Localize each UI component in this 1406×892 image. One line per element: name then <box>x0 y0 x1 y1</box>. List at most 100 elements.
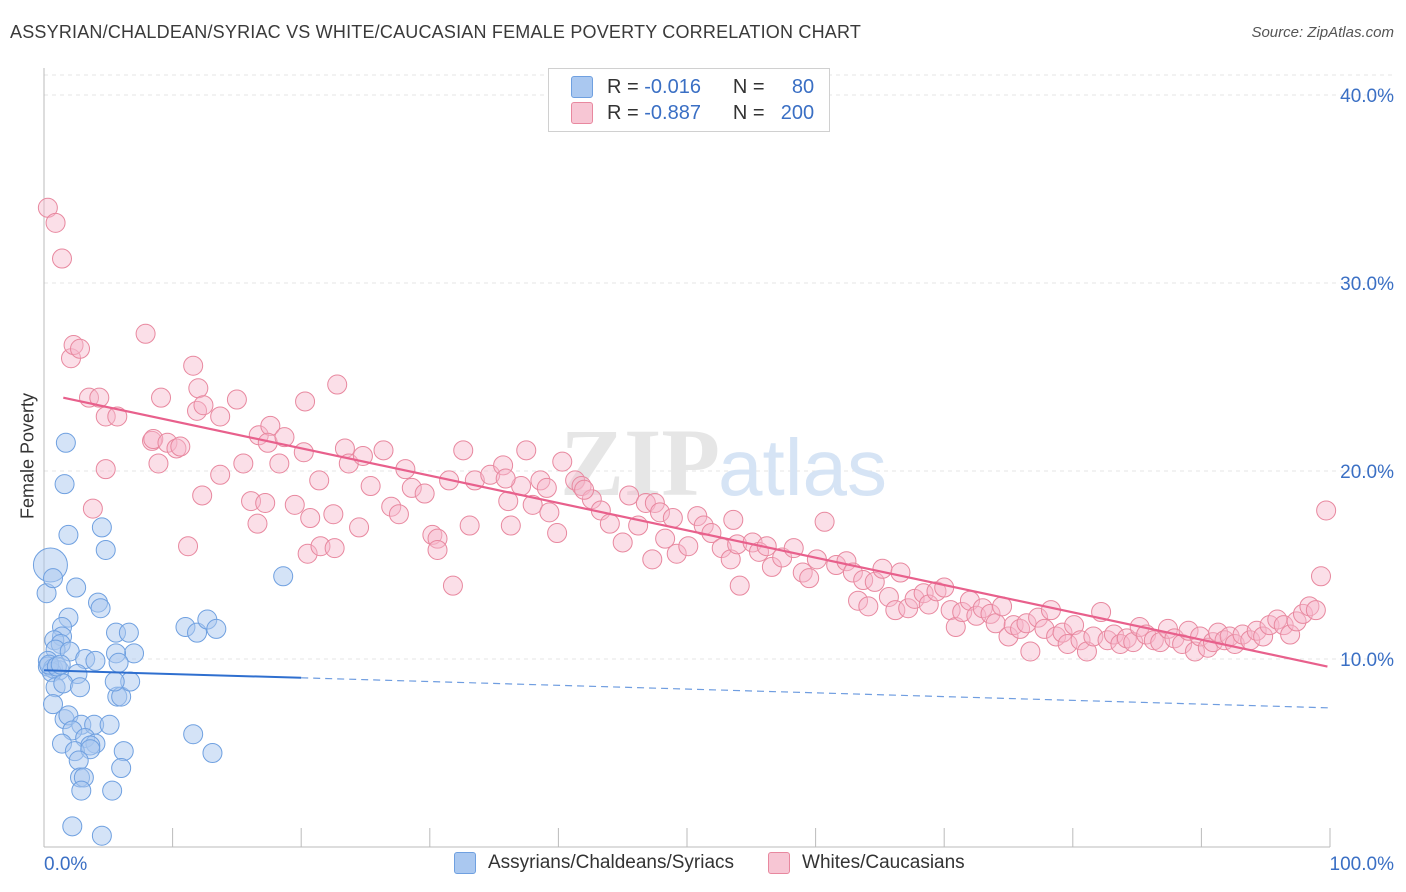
data-point-assyrians <box>202 743 223 763</box>
trend-lines <box>43 396 1331 709</box>
data-point-whites <box>183 355 204 376</box>
data-point-whites <box>980 603 1001 624</box>
data-point-assyrians <box>43 694 64 715</box>
data-point-assyrians <box>66 577 87 598</box>
legend-swatch-pink <box>768 852 791 874</box>
data-point-whites <box>493 455 514 476</box>
data-point-whites <box>297 543 318 564</box>
data-point-whites <box>135 323 156 344</box>
watermark: ZIP <box>560 409 720 516</box>
data-point-whites <box>516 440 537 461</box>
data-point-whites <box>414 483 435 504</box>
data-point-whites <box>1305 600 1326 621</box>
data-point-whites <box>45 212 66 233</box>
data-point-whites <box>522 494 543 515</box>
data-point-whites <box>300 508 321 528</box>
data-point-assyrians <box>113 741 134 762</box>
data-point-whites <box>233 453 254 474</box>
data-point-whites <box>878 586 899 607</box>
data-point-whites <box>1299 596 1320 617</box>
data-point-whites <box>642 549 663 570</box>
data-point-whites <box>1280 624 1301 645</box>
data-point-whites <box>1123 632 1144 653</box>
correlation-legend: R = -0.016 N = 80 R = -0.887 N = 200 <box>548 68 830 132</box>
data-point-whites <box>729 575 750 596</box>
data-point-assyrians <box>85 650 106 671</box>
legend-row-assyrians: R = -0.016 N = 80 <box>571 75 814 99</box>
data-point-assyrians <box>68 750 89 771</box>
x-tick-label: 0.0% <box>44 854 87 875</box>
data-point-whites <box>178 536 199 557</box>
data-point-whites <box>193 395 214 416</box>
y-tick-label: 20.0% <box>1340 462 1394 483</box>
legend-n-label: N = <box>732 75 765 98</box>
data-point-whites <box>324 538 345 559</box>
data-point-whites <box>293 442 314 463</box>
data-point-whites <box>792 562 813 583</box>
data-point-assyrians <box>91 517 112 538</box>
legend-label: Whites/Caucasians <box>802 852 965 873</box>
data-point-whites <box>890 562 911 583</box>
data-point-whites <box>192 485 213 506</box>
data-point-whites <box>872 558 893 579</box>
data-point-assyrians <box>71 780 92 801</box>
data-point-assyrians <box>50 654 71 675</box>
data-point-whites <box>1253 626 1274 647</box>
data-point-assyrians <box>62 816 83 837</box>
data-point-whites <box>274 427 295 448</box>
data-point-whites <box>187 400 208 421</box>
data-point-whites <box>151 387 172 408</box>
data-point-whites <box>89 387 110 408</box>
data-point-whites <box>720 549 741 570</box>
data-point-assyrians <box>187 622 208 643</box>
y-tick-label: 30.0% <box>1340 274 1394 295</box>
data-point-whites <box>442 575 463 596</box>
data-point-whites <box>170 436 191 457</box>
data-point-whites <box>226 389 247 410</box>
data-point-whites <box>210 406 231 427</box>
data-point-assyrians <box>111 758 132 779</box>
data-point-whites <box>552 451 573 472</box>
legend-row-whites: R = -0.887 N = 200 <box>571 101 814 125</box>
data-point-whites <box>401 477 422 498</box>
legend-n-label: N = <box>732 101 765 124</box>
legend-r-label: R = <box>607 75 639 98</box>
data-point-whites <box>309 470 330 491</box>
data-point-assyrians <box>206 618 227 639</box>
data-point-whites <box>1016 613 1037 634</box>
data-point-whites <box>599 513 620 534</box>
data-point-whites <box>571 476 592 497</box>
data-point-whites <box>619 485 640 506</box>
legend-r-value: -0.887 <box>644 101 701 124</box>
legend-r-value: -0.016 <box>644 75 701 98</box>
data-point-whites <box>1010 618 1031 639</box>
data-point-assyrians <box>95 539 116 560</box>
x-tick-label: 100.0% <box>1330 854 1395 875</box>
data-point-whites <box>998 626 1019 647</box>
data-point-assyrians <box>91 825 112 846</box>
data-point-whites <box>649 502 670 523</box>
data-point-whites <box>388 504 409 525</box>
data-point-whites <box>864 571 885 592</box>
data-point-assyrians <box>102 780 123 801</box>
data-point-assyrians <box>70 677 91 698</box>
data-point-whites <box>1110 633 1131 654</box>
data-point-whites <box>612 532 633 553</box>
data-point-whites <box>842 562 863 583</box>
data-point-whites <box>547 523 568 544</box>
legend-n-value: 200 <box>780 101 815 124</box>
data-point-assyrians <box>43 568 64 589</box>
data-point-assyrians <box>118 622 139 643</box>
data-point-whites <box>381 496 402 517</box>
data-point-whites <box>666 543 687 564</box>
data-point-whites <box>814 511 835 532</box>
data-point-whites <box>148 453 169 474</box>
data-point-whites <box>678 536 699 557</box>
data-point-whites <box>70 338 91 359</box>
legend-item-assyrians: Assyrians/Chaldeans/Syriacs <box>454 852 734 874</box>
data-point-whites <box>848 590 869 611</box>
legend-label: Assyrians/Chaldeans/Syriacs <box>488 852 735 873</box>
y-tick-label: 40.0% <box>1340 86 1394 107</box>
data-point-whites <box>269 453 290 474</box>
